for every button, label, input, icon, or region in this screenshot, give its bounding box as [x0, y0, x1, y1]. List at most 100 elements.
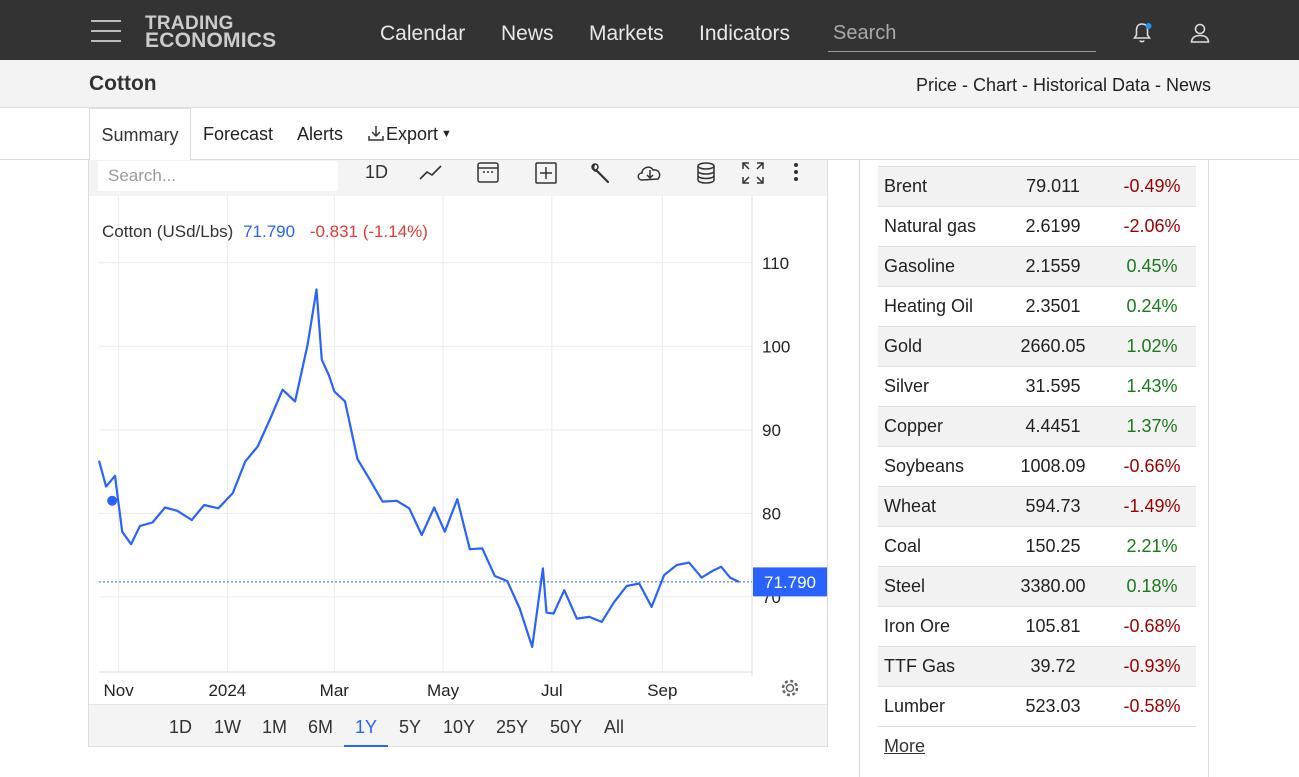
logo[interactable]: TRADING ECONOMICS	[145, 13, 276, 51]
market-change: 1.02%	[1108, 326, 1196, 367]
table-row[interactable]: Silver 31.595 1.43%	[878, 366, 1196, 407]
nav-markets[interactable]: Markets	[589, 22, 664, 45]
market-price: 31.595	[998, 366, 1108, 407]
search-input[interactable]	[828, 16, 1096, 52]
markets-sidebar: Brent 79.011 -0.49% Natural gas 2.6199 -2.06%…	[859, 160, 1209, 777]
range-10y[interactable]: 10Y	[443, 717, 476, 737]
market-name[interactable]: Iron Ore	[878, 606, 998, 647]
market-price: 3380.00	[998, 566, 1108, 607]
x-tick-label: Mar	[320, 681, 350, 700]
series-start-point	[107, 495, 118, 506]
bell-icon[interactable]	[1130, 21, 1154, 45]
interval-button[interactable]: 1D	[365, 162, 389, 182]
x-tick-label: May	[427, 681, 460, 700]
market-change: -0.93%	[1108, 646, 1196, 687]
export-label: Export	[386, 124, 439, 144]
table-row[interactable]: Gold 2660.05 1.02%	[878, 326, 1196, 367]
chart-settings-gear-icon[interactable]	[781, 679, 799, 697]
more-link[interactable]: More	[884, 736, 926, 756]
range-1y[interactable]: 1Y	[355, 717, 378, 737]
title-bar: Cotton Price - Chart - Historical Data -…	[0, 60, 1299, 108]
range-6m[interactable]: 6M	[308, 717, 334, 737]
nav-news[interactable]: News	[501, 22, 554, 45]
nav-calendar[interactable]: Calendar	[380, 22, 466, 45]
table-row[interactable]: Natural gas 2.6199 -2.06%	[878, 206, 1196, 247]
fullscreen-icon[interactable]	[740, 160, 766, 186]
markets-table: Brent 79.011 -0.49% Natural gas 2.6199 -2.06%…	[878, 166, 1196, 727]
hamburger-menu-icon[interactable]	[91, 20, 121, 42]
table-row[interactable]: Gasoline 2.1559 0.45%	[878, 246, 1196, 287]
top-navbar: TRADING ECONOMICS Calendar News Markets …	[0, 0, 1299, 60]
tab-bar: Summary Forecast Alerts Export ▼	[0, 108, 1299, 161]
market-name[interactable]: Heating Oil	[878, 286, 998, 327]
range-25y[interactable]: 25Y	[496, 717, 529, 737]
y-tick-label: 100	[762, 337, 790, 356]
market-name[interactable]: Steel	[878, 566, 998, 607]
market-price: 79.011	[998, 166, 1108, 207]
tab-forecast[interactable]: Forecast	[203, 124, 274, 144]
range-1d[interactable]: 1D	[169, 717, 193, 737]
market-change: 2.21%	[1108, 526, 1196, 567]
table-row[interactable]: Soybeans 1008.09 -0.66%	[878, 446, 1196, 487]
table-row[interactable]: TTF Gas 39.72 -0.93%	[878, 646, 1196, 687]
range-1w[interactable]: 1W	[214, 717, 241, 737]
nav-indicators[interactable]: Indicators	[699, 22, 791, 45]
line-chart-icon[interactable]	[418, 160, 444, 186]
more-options-icon[interactable]	[786, 160, 806, 186]
table-row[interactable]: Steel 3380.00 0.18%	[878, 566, 1196, 607]
table-row[interactable]: Coal 150.25 2.21%	[878, 526, 1196, 567]
x-tick-label: 2024	[208, 681, 246, 700]
calendar-icon[interactable]	[475, 160, 501, 186]
market-price: 2.6199	[998, 206, 1108, 247]
range-5y[interactable]: 5Y	[399, 717, 422, 737]
market-name[interactable]: Soybeans	[878, 446, 998, 487]
chart-search-input[interactable]	[98, 161, 338, 191]
market-name[interactable]: Lumber	[878, 686, 998, 727]
range-1m[interactable]: 1M	[262, 717, 288, 737]
market-name[interactable]: Natural gas	[878, 206, 998, 247]
market-name[interactable]: Copper	[878, 406, 998, 447]
table-row[interactable]: Wheat 594.73 -1.49%	[878, 486, 1196, 527]
y-tick-label: 80	[762, 504, 781, 523]
market-name[interactable]: Gold	[878, 326, 998, 367]
table-row[interactable]: Heating Oil 2.3501 0.24%	[878, 286, 1196, 327]
market-change: -2.06%	[1108, 206, 1196, 247]
market-name[interactable]: Coal	[878, 526, 998, 567]
market-change: 0.18%	[1108, 566, 1196, 607]
cloud-download-icon[interactable]	[635, 160, 665, 186]
market-name[interactable]: Silver	[878, 366, 998, 407]
market-name[interactable]: TTF Gas	[878, 646, 998, 687]
market-price: 2660.05	[998, 326, 1108, 367]
market-name[interactable]: Brent	[878, 166, 998, 207]
series-line-cotton[interactable]	[97, 288, 740, 648]
x-tick-label: Sep	[647, 681, 677, 700]
range-50y[interactable]: 50Y	[550, 717, 583, 737]
market-change: 1.43%	[1108, 366, 1196, 407]
logo-line-1: TRADING	[145, 13, 234, 34]
range-all[interactable]: All	[604, 717, 625, 737]
tab-alerts[interactable]: Alerts	[297, 124, 344, 144]
x-tick-label: Nov	[103, 681, 134, 700]
market-price: 4.4451	[998, 406, 1108, 447]
table-row[interactable]: Lumber 523.03 -0.58%	[878, 686, 1196, 727]
add-indicator-icon[interactable]	[533, 160, 559, 186]
tab-export[interactable]: Export ▼	[366, 108, 452, 160]
table-row[interactable]: Iron Ore 105.81 -0.68%	[878, 606, 1196, 647]
market-name[interactable]: Gasoline	[878, 246, 998, 287]
market-change: -0.58%	[1108, 686, 1196, 727]
market-price: 2.1559	[998, 246, 1108, 287]
wrench-icon[interactable]	[588, 160, 614, 186]
table-row[interactable]: Brent 79.011 -0.49%	[878, 166, 1196, 207]
market-price: 1008.09	[998, 446, 1108, 487]
database-icon[interactable]	[693, 160, 719, 186]
market-change: 1.37%	[1108, 406, 1196, 447]
y-tick-label: 90	[762, 421, 781, 440]
market-name[interactable]: Wheat	[878, 486, 998, 527]
table-row[interactable]: Copper 4.4451 1.37%	[878, 406, 1196, 447]
tab-summary[interactable]: Summary	[89, 108, 191, 161]
market-price: 105.81	[998, 606, 1108, 647]
download-icon	[368, 126, 384, 141]
user-icon[interactable]	[1188, 21, 1212, 45]
page-subtitle: Price - Chart - Historical Data - News	[915, 75, 1211, 95]
